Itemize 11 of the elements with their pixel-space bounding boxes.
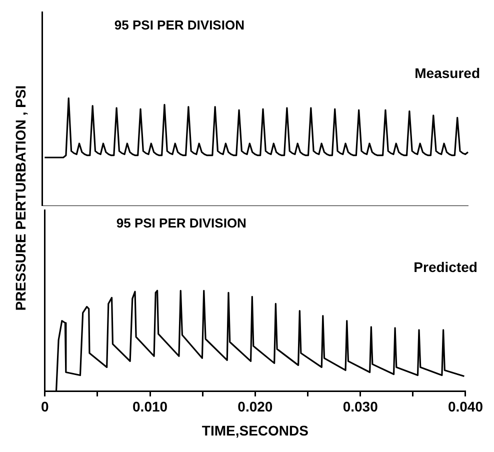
x-tick-label: 0 bbox=[40, 398, 49, 415]
text: Measured bbox=[414, 64, 480, 81]
x-tick-label: 0.040 bbox=[448, 398, 484, 415]
text: Predicted bbox=[414, 258, 478, 275]
x-tick-label: 0.010 bbox=[132, 398, 168, 415]
y-axis-title: PRESSURE PERTURBATION , PSI bbox=[13, 85, 30, 311]
text: 95 PSI PER DIVISION bbox=[116, 216, 246, 231]
x-axis-title: TIME,SECONDS bbox=[202, 422, 308, 438]
x-tick-label: 0.030 bbox=[342, 398, 378, 415]
x-tick-label: 0.020 bbox=[238, 398, 273, 415]
text: 95 PSI PER DIVISION bbox=[114, 18, 244, 33]
